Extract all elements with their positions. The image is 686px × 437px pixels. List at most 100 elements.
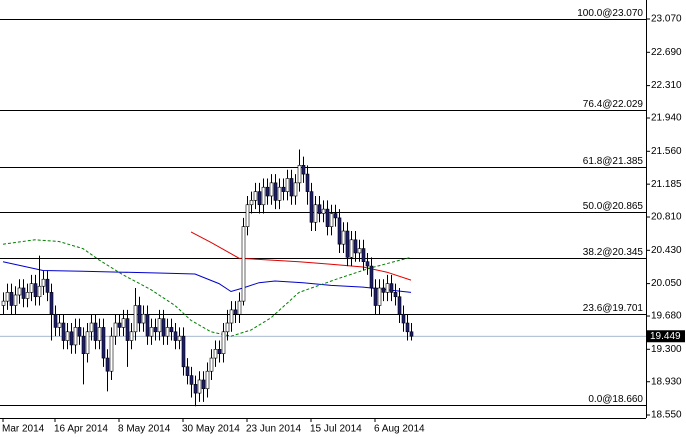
candle-body bbox=[265, 186, 270, 197]
candle-body bbox=[209, 357, 214, 372]
candle-body bbox=[133, 305, 138, 333]
candle-body bbox=[141, 313, 146, 324]
candle-body bbox=[181, 335, 186, 368]
candle-body bbox=[369, 265, 374, 289]
candle-body bbox=[301, 165, 306, 175]
candle-body bbox=[73, 327, 78, 346]
candle-body bbox=[45, 278, 50, 293]
candle-body bbox=[121, 318, 126, 328]
fib-level-label: 0.0@18.660 bbox=[588, 394, 643, 405]
candle-body bbox=[329, 213, 334, 227]
y-tick-label: 21.185 bbox=[651, 179, 682, 190]
moving-average-line bbox=[190, 231, 412, 281]
candle-body bbox=[213, 349, 218, 359]
candle-body bbox=[173, 331, 178, 341]
candle-body bbox=[401, 313, 406, 324]
moving-average-line bbox=[2, 239, 412, 337]
candle-body bbox=[233, 309, 238, 315]
candle-body bbox=[333, 213, 338, 219]
x-tick-label: 6 Aug 2014 bbox=[374, 424, 425, 435]
y-tick-label: 22.310 bbox=[651, 80, 682, 91]
candle-body bbox=[321, 208, 326, 214]
candle-body bbox=[313, 204, 318, 223]
candle-body bbox=[397, 296, 402, 315]
candle-body bbox=[29, 283, 34, 293]
candle-body bbox=[93, 322, 98, 341]
candle-body bbox=[309, 191, 314, 223]
y-tick-label: 19.680 bbox=[651, 311, 682, 322]
y-tick-label: 18.550 bbox=[651, 410, 682, 421]
candle-body bbox=[261, 186, 266, 206]
candle-body bbox=[161, 318, 166, 337]
candle-body bbox=[165, 327, 170, 337]
candle-body bbox=[237, 300, 242, 315]
candle-body bbox=[185, 366, 190, 376]
candle-body bbox=[221, 331, 226, 354]
candle-body bbox=[253, 191, 258, 201]
candle-body bbox=[53, 313, 58, 328]
candle-body bbox=[33, 283, 38, 298]
candle-body bbox=[305, 173, 310, 192]
candle-body bbox=[65, 331, 70, 341]
candle-body bbox=[393, 292, 398, 298]
candle-body bbox=[137, 305, 142, 324]
fib-level-label: 100.0@23.070 bbox=[577, 8, 643, 19]
fib-level-label: 23.6@19.701 bbox=[583, 303, 644, 314]
candle-body bbox=[145, 313, 150, 337]
candle-body bbox=[201, 379, 206, 390]
candle-body bbox=[97, 327, 102, 341]
candle-body bbox=[297, 165, 302, 184]
candle-body bbox=[25, 292, 30, 299]
candle-body bbox=[169, 327, 174, 333]
candle-body bbox=[293, 182, 298, 197]
candle-body bbox=[269, 182, 274, 197]
y-tick-label: 19.300 bbox=[651, 344, 682, 355]
x-tick-label: 16 Apr 2014 bbox=[54, 424, 108, 435]
y-tick-label: 20.430 bbox=[651, 245, 682, 256]
candle-body bbox=[17, 287, 22, 296]
x-tick-label: Mar 2014 bbox=[2, 424, 45, 435]
candle-body bbox=[345, 230, 350, 258]
candle-body bbox=[257, 191, 262, 206]
candle-body bbox=[353, 239, 358, 254]
candle-body bbox=[153, 327, 158, 333]
candle-body bbox=[57, 322, 62, 328]
candle-body bbox=[317, 204, 322, 214]
x-tick-label: 8 May 2014 bbox=[118, 424, 171, 435]
candle-body bbox=[325, 208, 330, 227]
candle-body bbox=[1, 300, 6, 306]
candle-body bbox=[5, 292, 10, 302]
candle-body bbox=[49, 292, 54, 315]
candle-body bbox=[13, 294, 18, 306]
candle-body bbox=[337, 217, 342, 245]
candle-body bbox=[341, 230, 346, 245]
candle-body bbox=[69, 331, 74, 346]
candle-body bbox=[377, 287, 382, 306]
candle-body bbox=[289, 178, 294, 197]
candle-body bbox=[113, 322, 118, 337]
candle-body bbox=[101, 327, 106, 359]
y-tick-label: 20.050 bbox=[651, 278, 682, 289]
candle-body bbox=[273, 182, 278, 201]
candle-body bbox=[349, 239, 354, 258]
candle-body bbox=[285, 178, 290, 192]
candle-body bbox=[37, 285, 42, 298]
y-tick-label: 21.560 bbox=[651, 146, 682, 157]
y-tick-label: 21.940 bbox=[651, 113, 682, 124]
candle-body bbox=[389, 283, 394, 293]
candle-body bbox=[405, 322, 410, 333]
candle-body bbox=[77, 327, 82, 337]
candle-body bbox=[61, 322, 66, 341]
candle-body bbox=[21, 287, 26, 299]
candle-body bbox=[197, 379, 202, 394]
candle-body bbox=[117, 322, 122, 328]
x-tick-label: 15 Jul 2014 bbox=[310, 424, 362, 435]
candle-body bbox=[245, 204, 250, 227]
candle-body bbox=[85, 331, 90, 354]
candle-body bbox=[249, 200, 254, 206]
candle-body bbox=[125, 318, 130, 341]
candle-body bbox=[217, 349, 222, 354]
last-price-label: 19.449 bbox=[650, 331, 681, 342]
